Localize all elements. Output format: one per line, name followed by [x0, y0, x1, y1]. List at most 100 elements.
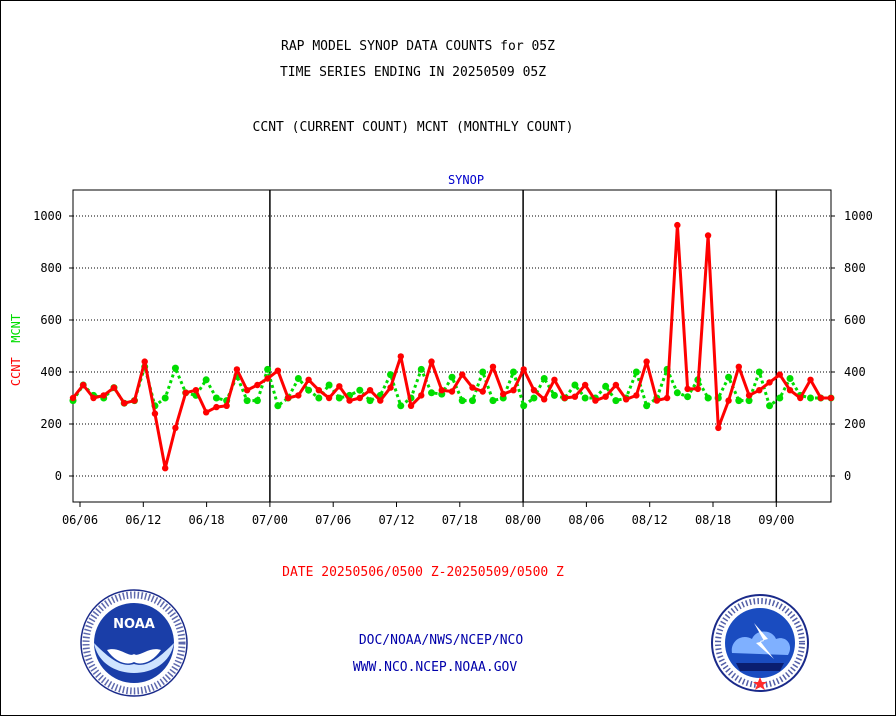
data-point-mcnt — [489, 397, 497, 405]
data-point-mcnt — [776, 394, 784, 402]
data-point-ccnt — [510, 387, 517, 394]
data-point-mcnt — [428, 389, 436, 397]
data-point-ccnt — [827, 394, 835, 402]
data-point-ccnt — [100, 392, 107, 399]
noaa-logo: NOAA — [80, 589, 188, 697]
data-point-mcnt — [253, 397, 261, 405]
data-point-mcnt — [243, 397, 251, 405]
x-tick-label: 07/12 — [378, 513, 414, 527]
data-point-ccnt — [520, 366, 527, 373]
data-point-mcnt — [468, 397, 476, 405]
data-point-ccnt — [704, 232, 712, 239]
y-tick-label-left: 200 — [40, 417, 62, 431]
data-point-ccnt — [346, 397, 353, 404]
y-tick-label-left: 1000 — [33, 209, 62, 223]
footer-org: DOC/NOAA/NWS/NCEP/NCO — [358, 633, 524, 648]
data-point-ccnt — [469, 384, 476, 391]
data-point-mcnt — [202, 376, 210, 384]
data-point-ccnt — [141, 358, 148, 365]
data-point-ccnt — [500, 390, 507, 398]
footer-url[interactable]: WWW.NCO.NCEP.NOAA.GOV — [352, 660, 518, 675]
data-point-ccnt — [725, 397, 732, 404]
data-point-ccnt — [530, 387, 538, 394]
data-point-ccnt — [243, 387, 251, 394]
data-point-mcnt — [448, 373, 456, 381]
data-point-ccnt — [407, 402, 415, 409]
data-point-mcnt — [479, 368, 487, 376]
x-tick-label: 07/18 — [442, 513, 478, 527]
data-point-mcnt — [305, 386, 313, 394]
data-point-mcnt — [387, 371, 395, 379]
data-point-mcnt — [550, 391, 558, 399]
data-point-mcnt — [315, 394, 323, 402]
data-point-ccnt — [428, 358, 435, 365]
data-point-ccnt — [274, 367, 282, 374]
y-axis-label: CCNT MCNT — [9, 314, 23, 386]
data-point-ccnt — [489, 363, 497, 370]
data-point-ccnt — [633, 392, 640, 399]
data-point-ccnt — [80, 381, 87, 389]
data-point-ccnt — [592, 397, 599, 404]
data-point-ccnt — [571, 393, 579, 400]
data-point-ccnt — [581, 381, 589, 389]
y-tick-label-left: 600 — [40, 313, 62, 327]
data-point-ccnt — [612, 381, 620, 389]
data-point-ccnt — [377, 397, 384, 404]
data-point-ccnt — [182, 389, 189, 396]
data-point-ccnt — [161, 465, 169, 472]
data-point-ccnt — [90, 394, 97, 402]
data-point-ccnt — [69, 394, 77, 402]
data-point-mcnt — [602, 382, 610, 390]
data-point-ccnt — [305, 376, 312, 383]
data-point-mcnt — [612, 397, 620, 405]
data-point-ccnt — [715, 424, 722, 432]
y-tick-label-right: 400 — [844, 365, 866, 379]
y-axis-label-mcnt: MCNT — [9, 314, 23, 357]
data-point-ccnt — [694, 385, 702, 393]
data-point-ccnt — [643, 358, 650, 365]
data-point-ccnt — [325, 394, 333, 402]
data-point-mcnt — [509, 368, 517, 376]
data-point-ccnt — [264, 375, 271, 382]
data-point-mcnt — [417, 365, 425, 373]
data-point-ccnt — [540, 396, 548, 403]
data-point-mcnt — [274, 402, 282, 410]
data-point-ccnt — [776, 371, 783, 378]
data-point-ccnt — [366, 387, 374, 394]
data-point-mcnt — [325, 381, 333, 389]
y-tick-label-right: 1000 — [844, 209, 873, 223]
chart-subtitle: CCNT (CURRENT COUNT) MCNT (MONTHLY COUNT… — [252, 120, 574, 135]
data-point-ccnt — [131, 397, 138, 404]
data-point-ccnt — [817, 394, 824, 402]
data-point-mcnt — [264, 365, 272, 373]
data-point-ccnt — [397, 353, 404, 360]
x-tick-label: 08/18 — [695, 513, 731, 527]
x-tick-label: 06/06 — [62, 513, 98, 527]
data-point-mcnt — [725, 373, 733, 381]
nws-logo — [711, 594, 809, 692]
data-point-ccnt — [336, 383, 343, 390]
data-point-ccnt — [418, 392, 425, 399]
data-point-ccnt — [766, 379, 773, 386]
data-point-mcnt — [643, 402, 651, 410]
data-point-ccnt — [254, 381, 261, 389]
data-point-mcnt — [735, 397, 743, 405]
plot-area — [72, 189, 832, 503]
data-point-ccnt — [622, 396, 630, 403]
y-tick-label-right: 200 — [844, 417, 866, 431]
data-point-mcnt — [704, 394, 712, 402]
date-range: DATE 20250506/0500 Z-20250509/0500 Z — [282, 565, 564, 580]
data-point-ccnt — [202, 409, 210, 416]
data-point-mcnt — [766, 402, 774, 410]
data-point-ccnt — [602, 393, 609, 400]
panel-title: SYNOP — [448, 173, 484, 187]
data-point-ccnt — [295, 392, 302, 399]
data-point-mcnt — [571, 381, 579, 389]
data-point-mcnt — [673, 389, 681, 397]
chart-title-2: TIME SERIES ENDING IN 20250509 05Z — [279, 65, 547, 80]
y-tick-label-right: 600 — [844, 313, 866, 327]
x-tick-label: 08/12 — [632, 513, 668, 527]
data-point-ccnt — [756, 387, 763, 394]
x-tick-label: 08/06 — [568, 513, 604, 527]
